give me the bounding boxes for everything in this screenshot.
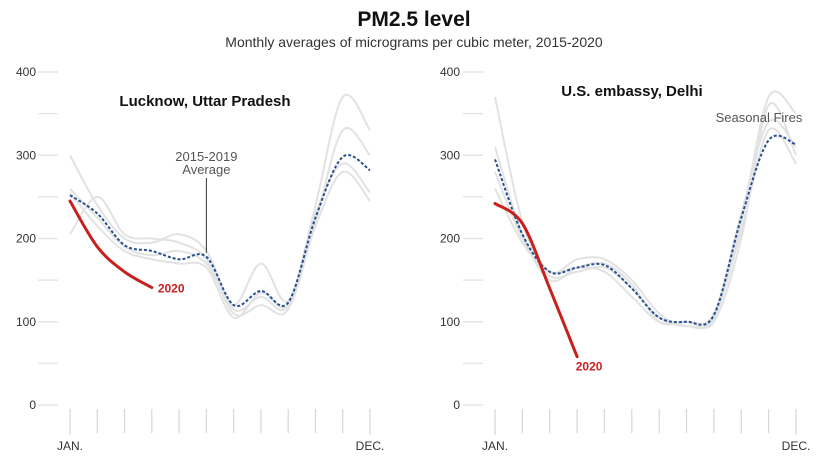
panel-title: Lucknow, Uttar Pradesh: [119, 93, 290, 110]
label-2020: 2020: [158, 282, 185, 296]
y-tick-label: 200: [16, 232, 36, 246]
y-tick-label: 300: [16, 148, 36, 162]
x-label-jan: JAN.: [482, 439, 508, 453]
year-line: [494, 118, 797, 325]
y-tick-label: 400: [16, 65, 36, 79]
average-annotation: Average: [182, 162, 230, 177]
y-tick-label: 100: [16, 315, 36, 329]
x-label-jan: JAN.: [57, 439, 83, 453]
y-tick-label: 100: [440, 315, 460, 329]
panel-title: U.S. embassy, Delhi: [561, 83, 702, 100]
year-line: [494, 102, 797, 329]
x-label-dec: DEC.: [782, 439, 811, 453]
y-tick-label: 0: [453, 398, 460, 412]
y-tick-label: 400: [440, 65, 460, 79]
x-label-dec: DEC.: [356, 439, 385, 453]
y-tick-label: 200: [440, 232, 460, 246]
y-tick-label: 0: [29, 398, 36, 412]
year-line: [494, 90, 797, 330]
average-annotation: 2015-2019: [175, 149, 237, 164]
year-line: [69, 170, 371, 319]
average-line: [494, 134, 797, 326]
seasonal-fires-annotation: Seasonal Fires: [716, 110, 803, 125]
chart-title: PM2.5 level: [357, 8, 471, 31]
chart-subtitle: Monthly averages of micrograms per cubic…: [225, 34, 603, 50]
average-line: [69, 154, 371, 308]
current-year-line: [68, 199, 154, 290]
panel-delhi: 0 100 200 300 400 JAN. DEC. U.S. embassy, Delhi…: [440, 65, 810, 453]
panel-lucknow: 0 100 200 300 400 JAN. DEC. Lucknow, Uttar Prad…: [16, 65, 384, 453]
y-tick-label: 300: [440, 148, 460, 162]
year-line: [69, 93, 371, 312]
label-2020: 2020: [576, 360, 603, 374]
year-line: [69, 162, 371, 307]
current-year-line: [493, 202, 579, 359]
